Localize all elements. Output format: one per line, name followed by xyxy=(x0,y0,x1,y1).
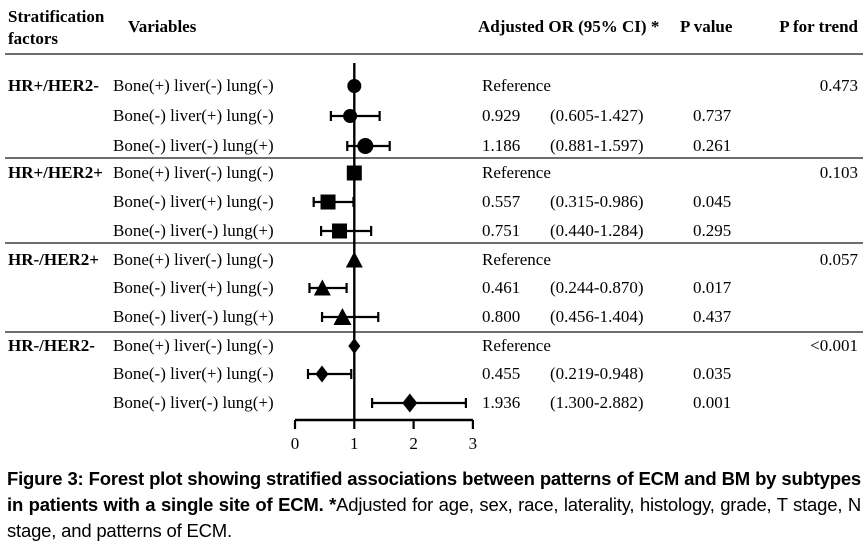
or-value: Reference xyxy=(482,336,551,355)
or-value: 0.557 xyxy=(482,192,521,211)
table-row: Bone(-) liver(-) lung(+) 0.751 (0.440-1.… xyxy=(0,217,868,245)
variable-label: Bone(-) liver(-) lung(+) xyxy=(113,221,274,240)
x-axis-tick-label: 1 xyxy=(350,434,359,453)
marker-diamond xyxy=(315,365,329,383)
variable-label: Bone(+) liver(-) lung(-) xyxy=(113,76,274,95)
x-axis-tick-label: 3 xyxy=(469,434,478,453)
table-row: Bone(-) liver(+) lung(-) 0.929 (0.605-1.… xyxy=(0,102,868,130)
figure-caption: Figure 3: Forest plot showing stratified… xyxy=(7,466,861,544)
p-for-trend-value: 0.473 xyxy=(819,76,858,95)
marker-square xyxy=(320,194,336,210)
column-header-stratification-line2: factors xyxy=(8,29,59,48)
table-row: Bone(-) liver(-) lung(+) 0.800 (0.456-1.… xyxy=(0,303,868,331)
variable-label: Bone(-) liver(+) lung(-) xyxy=(113,192,274,211)
ci-value: (0.440-1.284) xyxy=(550,221,644,240)
table-row: HR-/HER2- Bone(+) liver(-) lung(-) Refer… xyxy=(0,332,868,360)
variable-label: Bone(-) liver(-) lung(+) xyxy=(113,136,274,155)
p-for-trend-value: 0.057 xyxy=(819,250,858,269)
group-label: HR+/HER2- xyxy=(8,76,99,95)
or-value: Reference xyxy=(482,76,551,95)
table-row: Bone(-) liver(+) lung(-) 0.557 (0.315-0.… xyxy=(0,188,868,216)
group-label: HR+/HER2+ xyxy=(8,163,103,182)
or-value: 1.936 xyxy=(482,393,521,412)
p-for-trend-value: 0.103 xyxy=(819,163,858,182)
variable-label: Bone(-) liver(+) lung(-) xyxy=(113,106,274,125)
group-separator-line xyxy=(5,331,863,333)
p-value: 0.437 xyxy=(693,307,732,326)
marker-square xyxy=(346,165,362,181)
group-label: HR-/HER2- xyxy=(8,336,95,355)
ci-value: (0.456-1.404) xyxy=(550,307,644,326)
variable-label: Bone(-) liver(-) lung(+) xyxy=(113,307,274,326)
or-value: 0.455 xyxy=(482,364,521,383)
table-row: HR+/HER2- Bone(+) liver(-) lung(-) Refer… xyxy=(0,72,868,100)
forest-plot-canvas: 0 1 2 3 xyxy=(291,63,478,453)
ci-value: (0.219-0.948) xyxy=(550,364,644,383)
marker-circle xyxy=(357,138,374,154)
ci-value: (1.300-2.882) xyxy=(550,393,644,412)
group-separator-line xyxy=(5,242,863,244)
marker-triangle xyxy=(313,279,331,296)
group-label: HR-/HER2+ xyxy=(8,250,99,269)
variable-label: Bone(-) liver(+) lung(-) xyxy=(113,278,274,297)
p-value: 0.045 xyxy=(693,192,732,211)
variable-label: Bone(-) liver(-) lung(+) xyxy=(113,393,274,412)
variable-label: Bone(+) liver(-) lung(-) xyxy=(113,336,274,355)
column-header-adjusted-or: Adjusted OR (95% CI) * xyxy=(478,17,660,36)
marker-circle xyxy=(343,109,358,123)
table-row: Bone(-) liver(-) lung(+) 1.936 (1.300-2.… xyxy=(0,389,868,417)
x-axis-tick-label: 2 xyxy=(409,434,418,453)
p-for-trend-value: <0.001 xyxy=(810,336,858,355)
p-value: 0.737 xyxy=(693,106,732,125)
x-axis-tick-label: 0 xyxy=(291,434,300,453)
variable-label: Bone(-) liver(+) lung(-) xyxy=(113,364,274,383)
p-value: 0.261 xyxy=(693,136,732,155)
marker-triangle xyxy=(333,308,352,325)
table-row: Bone(-) liver(+) lung(-) 0.461 (0.244-0.… xyxy=(0,274,868,302)
p-value: 0.017 xyxy=(693,278,732,297)
ci-value: (0.881-1.597) xyxy=(550,136,644,155)
column-header-variables: Variables xyxy=(128,17,197,36)
p-value: 0.001 xyxy=(693,393,732,412)
variable-label: Bone(+) liver(-) lung(-) xyxy=(113,163,274,182)
or-value: Reference xyxy=(482,250,551,269)
or-value: 1.186 xyxy=(482,136,521,155)
or-value: 0.751 xyxy=(482,221,521,240)
ci-value: (0.605-1.427) xyxy=(550,106,644,125)
marker-square xyxy=(332,223,348,239)
ci-value: (0.244-0.870) xyxy=(550,278,644,297)
caption-asterisk: * xyxy=(323,494,337,515)
or-value: 0.800 xyxy=(482,307,521,326)
ci-value: (0.315-0.986) xyxy=(550,192,644,211)
marker-triangle xyxy=(345,251,363,268)
p-value: 0.295 xyxy=(693,221,732,240)
marker-diamond xyxy=(348,338,361,354)
caption-bold-text: Figure 3: Forest plot showing stratified… xyxy=(7,468,861,515)
or-value: 0.461 xyxy=(482,278,521,297)
table-row: HR+/HER2+ Bone(+) liver(-) lung(-) Refer… xyxy=(0,159,868,187)
p-value: 0.035 xyxy=(693,364,732,383)
marker-circle xyxy=(347,79,362,93)
table-row: HR-/HER2+ Bone(+) liver(-) lung(-) Refer… xyxy=(0,246,868,274)
column-header-p-for-trend: P for trend xyxy=(779,17,858,36)
header-separator-line xyxy=(5,53,863,55)
table-row: Bone(-) liver(+) lung(-) 0.455 (0.219-0.… xyxy=(0,360,868,388)
marker-diamond xyxy=(402,393,418,413)
group-separator-line xyxy=(5,157,863,159)
column-header-stratification-line1: Stratification xyxy=(8,7,105,26)
or-value: 0.929 xyxy=(482,106,521,125)
table-row: Bone(-) liver(-) lung(+) 1.186 (0.881-1.… xyxy=(0,132,868,160)
caption-footnote-text: Adjusted for age, sex, race, laterality,… xyxy=(7,494,861,541)
variable-label: Bone(+) liver(-) lung(-) xyxy=(113,250,274,269)
column-header-stratification: Stratification factors xyxy=(8,6,104,50)
or-value: Reference xyxy=(482,163,551,182)
column-header-p-value: P value xyxy=(680,17,733,36)
